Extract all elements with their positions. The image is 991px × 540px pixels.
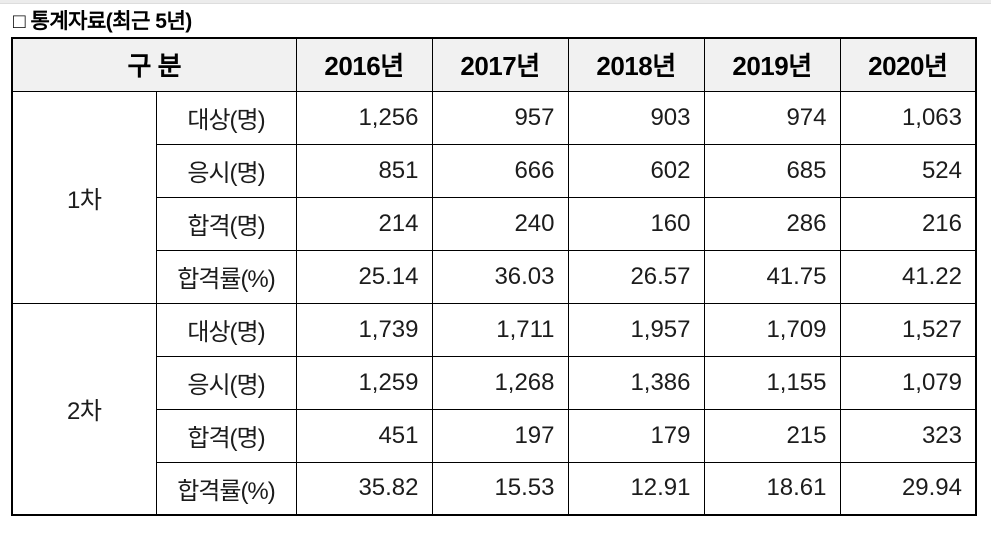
row-label: 합격(명) — [155, 408, 297, 463]
row-label: 합격률(%) — [155, 249, 297, 304]
value-cell: 1,268 — [431, 355, 569, 410]
value-cell: 41.75 — [703, 249, 841, 304]
value-cell: 15.53 — [431, 461, 569, 516]
value-cell: 974 — [703, 90, 841, 145]
page-title: □ 통계자료(최근 5년) — [13, 10, 192, 33]
value-cell: 602 — [567, 143, 705, 198]
row-label: 합격률(%) — [155, 461, 297, 516]
value-cell: 1,711 — [431, 302, 569, 357]
value-cell: 1,739 — [295, 302, 433, 357]
value-cell: 216 — [839, 196, 977, 251]
value-cell: 1,386 — [567, 355, 705, 410]
value-cell: 36.03 — [431, 249, 569, 304]
top-edge-strip — [0, 0, 991, 4]
value-cell: 1,709 — [703, 302, 841, 357]
table-row: 2차 대상(명) 1,739 1,711 1,957 1,709 1,527 — [11, 302, 977, 516]
value-cell: 214 — [295, 196, 433, 251]
value-cell: 26.57 — [567, 249, 705, 304]
year-header-1: 2016년 — [295, 37, 433, 92]
statistics-table: 구 분 2016년 2017년 2018년 2019년 2020년 1차 대상(명) 1,2… — [11, 37, 977, 516]
value-cell: 1,957 — [567, 302, 705, 357]
year-header-3: 2018년 — [567, 37, 705, 92]
value-cell: 1,527 — [839, 302, 977, 357]
table-row: 합격률(%) 25.14 36.03 26.57 41.75 41.22 — [12, 249, 977, 304]
value-cell: 35.82 — [295, 461, 433, 516]
value-cell: 903 — [567, 90, 705, 145]
year-header-2: 2017년 — [431, 37, 569, 92]
value-cell: 1,155 — [703, 355, 841, 410]
row-label: 응시(명) — [155, 355, 297, 410]
value-cell: 215 — [703, 408, 841, 463]
row-label: 합격(명) — [155, 196, 297, 251]
table-row: 합격률(%) 35.82 15.53 12.91 18.61 29.94 — [12, 461, 977, 516]
year-header-5: 2020년 — [839, 37, 977, 92]
table-body: 1차 대상(명) 1,256 957 903 974 1,063 응시(명) 851 666 602… — [11, 90, 977, 516]
row-label: 대상(명) — [155, 302, 297, 357]
value-cell: 160 — [567, 196, 705, 251]
value-cell: 18.61 — [703, 461, 841, 516]
value-cell: 957 — [431, 90, 569, 145]
value-cell: 240 — [431, 196, 569, 251]
table-header-row: 구 분 2016년 2017년 2018년 2019년 2020년 — [11, 37, 977, 92]
value-cell: 1,079 — [839, 355, 977, 410]
value-cell: 666 — [431, 143, 569, 198]
group-cell-1차: 1차 — [11, 90, 157, 304]
table-row: 응시(명) 1,259 1,268 1,386 1,155 1,079 — [12, 355, 977, 410]
row-label: 대상(명) — [155, 90, 297, 145]
value-cell: 1,256 — [295, 90, 433, 145]
value-cell: 851 — [295, 143, 433, 198]
table-row: 합격(명) 451 197 179 215 323 — [12, 408, 977, 463]
value-cell: 1,063 — [839, 90, 977, 145]
table-row: 합격(명) 214 240 160 286 216 — [12, 196, 977, 251]
group-cell-2차: 2차 — [11, 302, 157, 516]
table-row: 응시(명) 851 666 602 685 524 — [12, 143, 977, 198]
year-header-4: 2019년 — [703, 37, 841, 92]
value-cell: 12.91 — [567, 461, 705, 516]
category-header: 구 분 — [11, 37, 297, 92]
value-cell: 197 — [431, 408, 569, 463]
row-label: 응시(명) — [155, 143, 297, 198]
value-cell: 179 — [567, 408, 705, 463]
value-cell: 41.22 — [839, 249, 977, 304]
value-cell: 286 — [703, 196, 841, 251]
value-cell: 685 — [703, 143, 841, 198]
value-cell: 1,259 — [295, 355, 433, 410]
table-row: 1차 대상(명) 1,256 957 903 974 1,063 — [11, 90, 977, 304]
value-cell: 25.14 — [295, 249, 433, 304]
value-cell: 29.94 — [839, 461, 977, 516]
value-cell: 451 — [295, 408, 433, 463]
value-cell: 524 — [839, 143, 977, 198]
value-cell: 323 — [839, 408, 977, 463]
